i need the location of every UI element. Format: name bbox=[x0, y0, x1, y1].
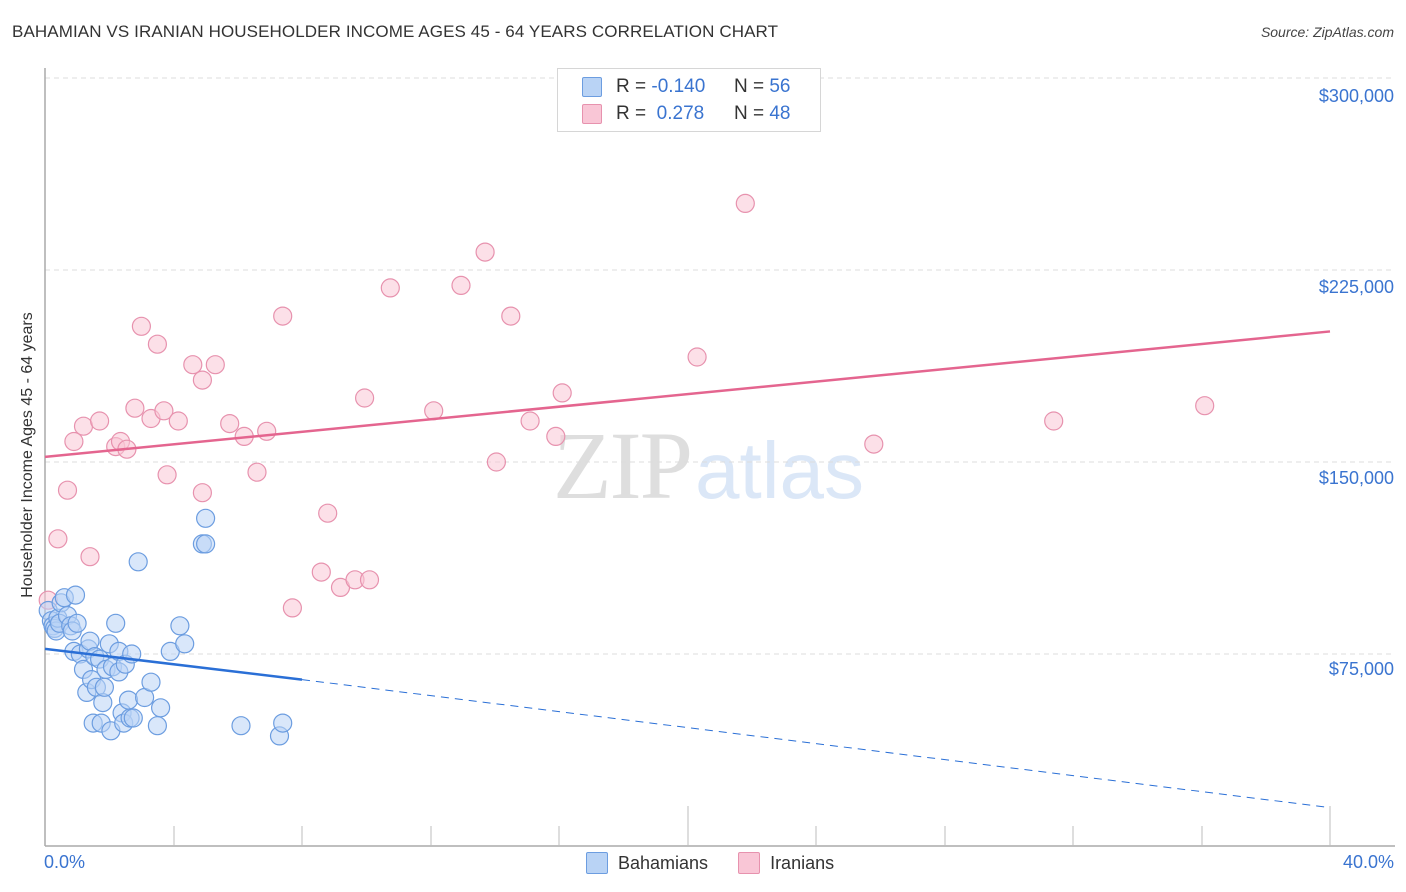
data-point bbox=[196, 534, 216, 554]
data-point bbox=[80, 547, 100, 567]
data-point bbox=[67, 613, 87, 633]
legend-item-bahamians[interactable]: Bahamians bbox=[586, 852, 708, 874]
axes bbox=[44, 68, 1395, 847]
data-point bbox=[451, 275, 471, 295]
data-point bbox=[1044, 411, 1064, 431]
data-point bbox=[687, 347, 707, 367]
r-value: -0.140 bbox=[651, 76, 706, 97]
source-label: Source: ZipAtlas.com bbox=[1260, 24, 1394, 40]
data-point bbox=[65, 585, 86, 605]
data-point bbox=[89, 411, 110, 431]
data-point bbox=[192, 483, 212, 503]
data-point bbox=[257, 421, 277, 441]
data-point bbox=[147, 716, 167, 736]
bahamians-points bbox=[38, 508, 293, 746]
data-point bbox=[552, 383, 572, 403]
data-point bbox=[501, 306, 521, 326]
iranians-points bbox=[38, 193, 1215, 618]
bahamians-trend-extension bbox=[301, 679, 1331, 809]
data-point bbox=[128, 552, 148, 572]
iranians-trend-line bbox=[44, 330, 1331, 459]
bahamians-swatch-icon bbox=[586, 852, 608, 874]
data-point bbox=[220, 414, 240, 434]
legend-item-iranians[interactable]: Iranians bbox=[738, 852, 834, 874]
r-value: 0.278 bbox=[651, 103, 705, 124]
n-label: N = bbox=[733, 76, 765, 97]
data-point bbox=[205, 355, 225, 375]
chart-title: BAHAMIAN VS IRANIAN HOUSEHOLDER INCOME A… bbox=[12, 22, 779, 41]
data-point bbox=[170, 616, 190, 636]
data-point bbox=[231, 716, 251, 736]
bahamians-trend-line bbox=[44, 647, 303, 681]
bahamians-swatch-icon bbox=[582, 77, 602, 97]
data-point bbox=[73, 416, 94, 436]
data-point bbox=[247, 462, 267, 482]
data-point bbox=[175, 634, 195, 654]
legend-label: Bahamians bbox=[618, 852, 709, 873]
data-point bbox=[359, 570, 380, 590]
data-point bbox=[123, 708, 143, 728]
y-tick-225000: $225,000 bbox=[1318, 277, 1394, 297]
series-legend: Bahamians Iranians bbox=[586, 852, 864, 874]
data-point bbox=[273, 306, 293, 326]
data-point bbox=[318, 503, 338, 523]
y-tick-75000: $75,000 bbox=[1328, 659, 1394, 679]
x-tick-min: 0.0% bbox=[44, 852, 86, 872]
legend-label: Iranians bbox=[770, 852, 835, 873]
data-point bbox=[311, 562, 331, 582]
data-point bbox=[118, 690, 139, 710]
data-point bbox=[520, 411, 540, 431]
x-ticks bbox=[173, 806, 1331, 846]
r-label: R = bbox=[616, 103, 647, 124]
data-point bbox=[147, 334, 167, 354]
y-tick-150000: $150,000 bbox=[1318, 468, 1394, 488]
y-tick-300000: $300,000 bbox=[1318, 86, 1394, 106]
gridlines bbox=[45, 77, 1395, 655]
data-point bbox=[355, 388, 375, 408]
data-point bbox=[380, 278, 400, 298]
data-point bbox=[475, 242, 495, 262]
iranians-swatch-icon bbox=[738, 852, 761, 874]
legend-row-bahamians: R = -0.140 N = 56 bbox=[582, 75, 790, 99]
iranians-swatch-icon bbox=[582, 104, 602, 124]
data-point bbox=[154, 401, 174, 421]
r-label: R = bbox=[616, 76, 647, 97]
data-point bbox=[106, 613, 126, 633]
data-point bbox=[183, 355, 203, 375]
data-point bbox=[282, 598, 302, 618]
x-tick-max: 40.0% bbox=[1342, 852, 1394, 872]
data-point bbox=[1195, 396, 1215, 416]
data-point bbox=[94, 677, 115, 697]
data-point bbox=[546, 426, 566, 446]
data-point bbox=[864, 434, 884, 454]
data-point bbox=[125, 398, 145, 418]
data-point bbox=[48, 529, 68, 549]
data-point bbox=[64, 431, 84, 452]
data-point bbox=[192, 370, 212, 390]
stats-legend: R = -0.140 N = 56 R = 0.278 N = 48 bbox=[557, 68, 821, 132]
data-point bbox=[57, 480, 78, 500]
data-point bbox=[273, 713, 293, 733]
data-point bbox=[157, 465, 177, 485]
n-label: N = bbox=[733, 103, 765, 124]
data-point bbox=[131, 316, 151, 336]
n-value: 48 bbox=[769, 103, 791, 124]
data-point bbox=[486, 452, 506, 472]
data-point bbox=[196, 508, 216, 528]
data-point bbox=[141, 672, 161, 692]
data-point bbox=[168, 411, 188, 431]
legend-row-iranians: R = 0.278 N = 48 bbox=[582, 102, 790, 126]
data-point bbox=[151, 698, 171, 718]
data-point bbox=[735, 193, 755, 213]
n-value: 56 bbox=[769, 76, 791, 97]
